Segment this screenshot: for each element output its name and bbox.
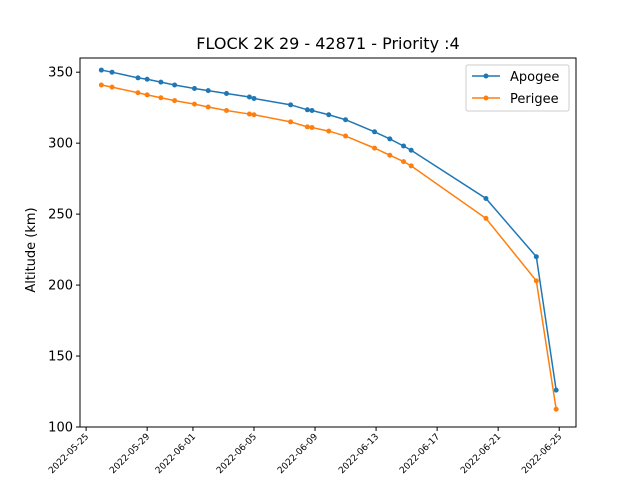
data-point-apogee — [343, 117, 349, 123]
data-point-perigee — [553, 406, 559, 412]
data-point-apogee — [172, 82, 178, 88]
legend-swatch-marker — [483, 95, 489, 101]
legend-swatch-marker — [483, 73, 489, 79]
y-tick-label: 200 — [48, 279, 73, 294]
data-point-perigee — [98, 82, 104, 88]
data-point-perigee — [224, 108, 230, 114]
y-tick-label: 300 — [48, 137, 73, 152]
data-point-apogee — [408, 147, 414, 153]
data-point-perigee — [401, 159, 407, 165]
data-point-apogee — [205, 88, 211, 94]
data-point-apogee — [191, 86, 197, 92]
data-point-apogee — [246, 94, 252, 100]
data-point-perigee — [205, 104, 211, 110]
data-point-perigee — [251, 112, 257, 118]
data-point-perigee — [246, 111, 252, 117]
data-point-apogee — [135, 75, 141, 81]
data-point-perigee — [533, 278, 539, 284]
data-point-apogee — [109, 69, 115, 75]
data-point-apogee — [251, 95, 257, 101]
data-point-apogee — [401, 143, 407, 149]
data-point-perigee — [172, 98, 178, 104]
data-point-apogee — [309, 108, 315, 114]
y-tick-label: 150 — [48, 350, 73, 365]
data-point-perigee — [372, 145, 378, 151]
data-point-apogee — [288, 102, 294, 108]
data-point-apogee — [144, 76, 150, 82]
data-point-apogee — [372, 129, 378, 135]
chart-title: FLOCK 2K 29 - 42871 - Priority :4 — [196, 34, 459, 53]
data-point-perigee — [158, 95, 164, 101]
data-point-apogee — [387, 136, 393, 142]
y-axis-label: Altitude (km) — [24, 207, 39, 292]
data-point-apogee — [533, 254, 539, 260]
data-point-apogee — [304, 107, 310, 113]
data-point-perigee — [191, 101, 197, 107]
data-point-perigee — [309, 125, 315, 131]
data-point-apogee — [98, 67, 104, 73]
data-point-perigee — [144, 92, 150, 98]
legend-label: Apogee — [510, 70, 559, 85]
y-tick-label: 250 — [48, 208, 73, 223]
y-tick-label: 100 — [48, 421, 73, 436]
series-layer — [98, 67, 559, 412]
data-point-perigee — [135, 90, 141, 96]
data-point-perigee — [483, 215, 489, 221]
data-point-apogee — [483, 196, 489, 202]
data-point-apogee — [326, 112, 332, 118]
data-point-perigee — [343, 133, 349, 139]
data-point-apogee — [224, 90, 230, 96]
data-point-apogee — [158, 79, 164, 85]
data-point-perigee — [288, 119, 294, 125]
data-point-perigee — [387, 152, 393, 158]
data-point-apogee — [553, 387, 559, 393]
data-point-perigee — [326, 128, 332, 134]
legend: Apogee Perigee — [465, 64, 570, 112]
y-tick-label: 350 — [48, 66, 73, 81]
data-point-perigee — [408, 163, 414, 169]
legend-label: Perigee — [510, 92, 559, 107]
y-axis-ticks: 100 150 200 250 300 350 — [48, 66, 80, 436]
data-point-perigee — [109, 84, 115, 90]
plot-frame — [79, 57, 577, 428]
data-point-perigee — [304, 124, 310, 130]
